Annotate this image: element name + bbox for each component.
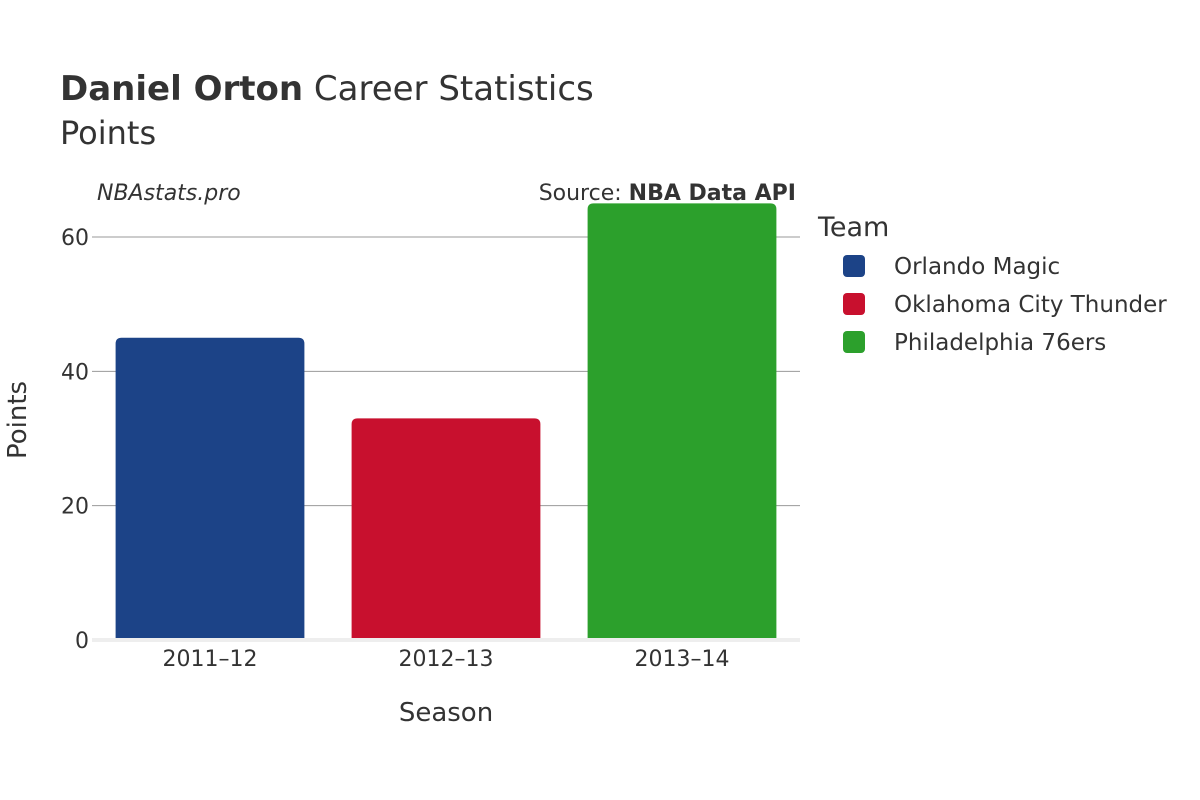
x-axis-baseline	[92, 638, 800, 642]
y-tick-label: 0	[75, 629, 89, 654]
legend-swatch-orlando-magic	[843, 255, 865, 277]
chart-title: Daniel Orton Career Statistics	[60, 69, 594, 109]
title-player: Daniel Orton	[60, 69, 303, 109]
legend-label-orlando-magic: Orlando Magic	[894, 254, 1060, 280]
bars	[115, 203, 777, 640]
bar-philadelphia-76ers	[587, 203, 777, 640]
legend-title: Team	[817, 212, 889, 243]
x-axis-label: Season	[399, 698, 493, 728]
y-tick-labels: 0 20 40 60	[61, 226, 89, 654]
legend-swatch-philadelphia-76ers	[843, 331, 865, 353]
y-axis-label: Points	[3, 381, 33, 459]
x-tick-label: 2012–13	[399, 647, 494, 672]
x-tick-labels: 2011–12 2012–13 2013–14	[163, 647, 730, 672]
watermark: NBAstats.pro	[97, 181, 241, 206]
x-tick-label: 2013–14	[635, 647, 730, 672]
source-name: NBA Data API	[629, 181, 796, 206]
y-tick-label: 20	[61, 495, 89, 520]
y-tick-label: 40	[61, 360, 89, 385]
legend-swatch-oklahoma-city-thunder	[843, 293, 865, 315]
legend-label-philadelphia-76ers: Philadelphia 76ers	[894, 330, 1106, 356]
bar-orlando-magic	[115, 337, 305, 640]
title-rest: Career Statistics	[303, 69, 594, 109]
bar-oklahoma-city-thunder	[351, 418, 541, 640]
legend-label-oklahoma-city-thunder: Oklahoma City Thunder	[894, 292, 1167, 318]
source-prefix: Source:	[539, 181, 629, 206]
source-line: Source: NBA Data API	[539, 181, 796, 206]
legend: Orlando Magic Oklahoma City Thunder Philad…	[843, 254, 1167, 356]
x-tick-label: 2011–12	[163, 647, 258, 672]
y-tick-label: 60	[61, 226, 89, 251]
chart-subtitle: Points	[60, 114, 156, 152]
